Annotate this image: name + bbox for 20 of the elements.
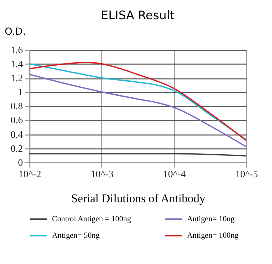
y-tick-label: 1	[18, 88, 24, 99]
y-tick-label: 0.4	[10, 130, 24, 141]
chart-title: ELISA Result	[101, 8, 176, 23]
x-axis-title: Serial Dilutions of Antibody	[71, 191, 206, 206]
x-tick-label: 10^-3	[90, 170, 114, 181]
y-axis-title: O.D.	[4, 26, 26, 38]
y-tick-label: 0	[18, 158, 24, 169]
y-tick-label: 1.6	[10, 46, 24, 57]
x-tick-label: 10^-2	[18, 170, 42, 181]
legend-label: Antigen= 100ng	[187, 230, 239, 240]
y-tick-label: 0.2	[10, 144, 24, 155]
y-tick-label: 0.8	[10, 102, 24, 113]
y-tick-label: 1.2	[10, 74, 24, 85]
x-tick-label: 10^-4	[163, 170, 186, 181]
legend-label: Antigen= 10ng	[187, 214, 235, 224]
y-tick-label: 0.6	[10, 116, 24, 127]
y-tick-label: 1.4	[10, 60, 24, 71]
legend-label: Control Antigen = 100ng	[52, 214, 132, 224]
legend-label: Antigen= 50ng	[52, 230, 100, 240]
x-tick-label: 10^-5	[236, 170, 258, 181]
